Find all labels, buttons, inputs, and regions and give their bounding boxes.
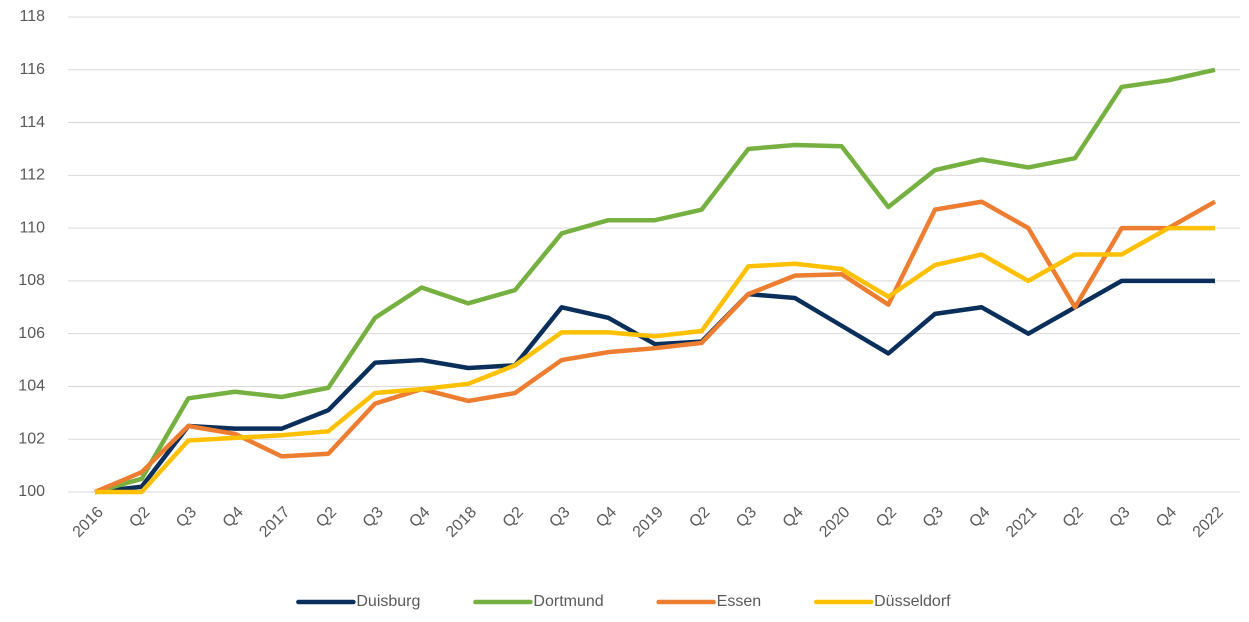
x-tick-label: Q4 bbox=[220, 504, 247, 531]
x-tick-label: Q3 bbox=[733, 504, 760, 531]
x-tick-label: Q2 bbox=[686, 504, 713, 531]
x-tick-label: Q3 bbox=[546, 504, 573, 531]
y-tick-label: 116 bbox=[19, 61, 45, 78]
y-tick-label: 104 bbox=[18, 378, 45, 395]
series-line bbox=[94, 278, 1215, 495]
y-tick-label: 106 bbox=[18, 325, 45, 342]
x-tick-label: 2017 bbox=[256, 504, 293, 541]
x-tick-label: Q3 bbox=[173, 504, 200, 531]
x-tick-label: Q4 bbox=[406, 504, 433, 531]
y-tick-label: 102 bbox=[18, 430, 45, 447]
x-tick-label: 2019 bbox=[630, 504, 667, 541]
legend-label: Essen bbox=[717, 593, 761, 610]
series-line bbox=[95, 225, 1215, 495]
x-tick-label: Q2 bbox=[126, 504, 153, 531]
legend-label: Dortmund bbox=[533, 593, 603, 610]
legend-label: Düsseldorf bbox=[874, 593, 951, 610]
x-tick-label: Q4 bbox=[593, 504, 620, 531]
series-line bbox=[94, 67, 1216, 495]
x-tick-label: 2018 bbox=[443, 504, 480, 541]
x-tick-label: 2016 bbox=[70, 504, 107, 541]
x-tick-label: Q4 bbox=[1153, 504, 1180, 531]
x-tick-label: Q2 bbox=[313, 504, 340, 531]
x-tick-label: Q3 bbox=[1106, 504, 1133, 531]
y-tick-label: 112 bbox=[19, 167, 45, 184]
y-tick-label: 114 bbox=[19, 114, 45, 131]
x-tick-label: Q2 bbox=[500, 504, 527, 531]
x-tick-label: Q2 bbox=[1060, 504, 1087, 531]
y-tick-label: 110 bbox=[19, 219, 45, 236]
x-tick-label: Q4 bbox=[780, 504, 807, 531]
legend-label: Duisburg bbox=[356, 593, 420, 610]
x-tick-label: 2021 bbox=[1003, 504, 1040, 541]
series-line bbox=[94, 199, 1217, 495]
x-tick-label: Q4 bbox=[966, 504, 993, 531]
x-tick-label: 2020 bbox=[816, 504, 853, 541]
x-tick-label: Q3 bbox=[920, 504, 947, 531]
y-tick-label: 118 bbox=[19, 8, 45, 25]
x-tick-label: Q2 bbox=[873, 504, 900, 531]
x-tick-label: 2022 bbox=[1190, 504, 1227, 541]
y-tick-label: 108 bbox=[18, 272, 45, 289]
x-tick-label: Q3 bbox=[360, 504, 387, 531]
y-tick-label: 100 bbox=[18, 483, 45, 500]
